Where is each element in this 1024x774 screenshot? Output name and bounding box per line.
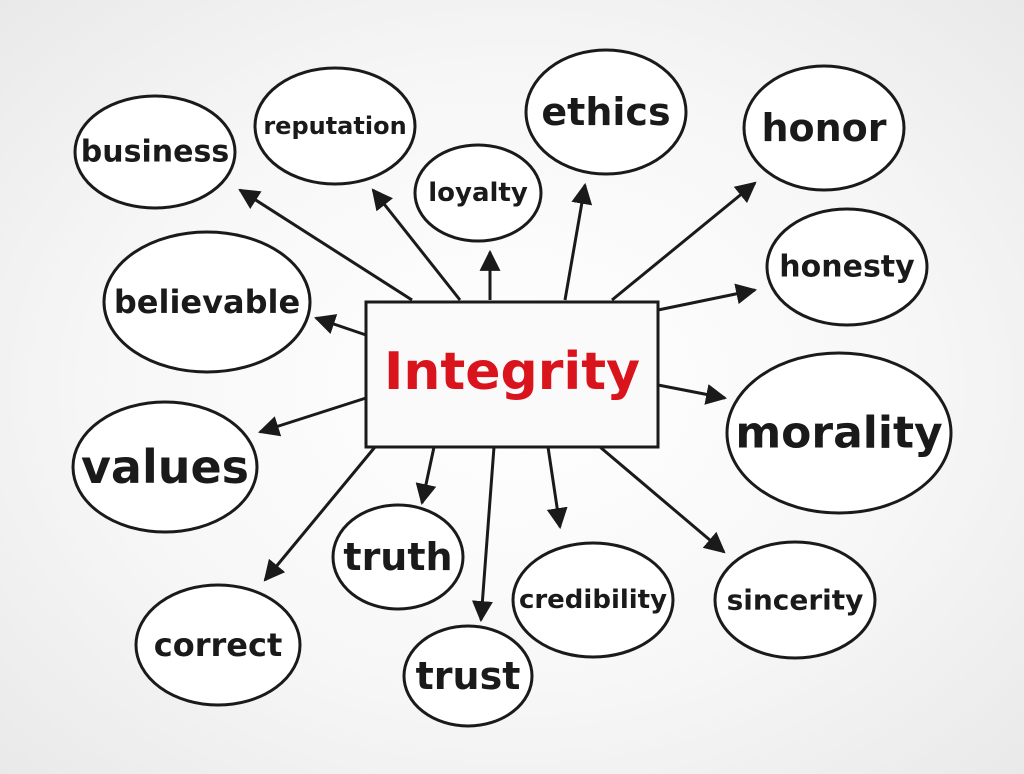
arrow-to-believable [314, 314, 367, 337]
arrow-to-honesty [657, 283, 758, 312]
bubble-outline-credibility [511, 541, 675, 659]
bubble-outline-correct [134, 583, 302, 707]
bubble-outline-honor [742, 64, 906, 192]
bubble-label-values: values [81, 440, 249, 494]
bubble-label-business: business [81, 135, 229, 170]
bubble-outline-believable [102, 230, 312, 374]
central-box [364, 300, 660, 449]
bubble-ethics: ethics [524, 48, 688, 176]
arrow-to-reputation [371, 188, 462, 301]
bubble-label-correct: correct [154, 626, 282, 664]
bubble-label-morality: morality [735, 408, 942, 459]
arrow-to-morality [657, 383, 728, 405]
central-topic-label: Integrity [384, 342, 640, 402]
connector-arrows [238, 181, 758, 623]
bubble-honor: honor [742, 64, 906, 192]
bubble-believable: believable [102, 230, 312, 374]
arrow-to-values [258, 396, 367, 437]
bubble-label-believable: believable [114, 283, 300, 321]
arrow-to-ethics [563, 182, 593, 301]
arrow-to-trust [471, 446, 496, 623]
bubble-label-credibility: credibility [519, 585, 667, 615]
bubble-truth: truth [331, 503, 465, 611]
bubble-outline-values [71, 400, 259, 534]
bubble-correct: correct [134, 583, 302, 707]
bubble-honesty: honesty [765, 207, 929, 327]
bubble-outline-trust [402, 624, 534, 728]
bubble-outline-ethics [524, 48, 688, 176]
bubble-label-sincerity: sincerity [727, 584, 864, 617]
bubble-label-ethics: ethics [541, 90, 670, 134]
bubble-trust: trust [402, 624, 534, 728]
bubble-business: business [73, 94, 237, 210]
bubble-loyalty: loyalty [413, 143, 543, 243]
arrow-to-business [238, 188, 413, 302]
arrow-to-truth [415, 446, 437, 506]
bubble-outline-morality [725, 351, 953, 515]
bubble-sincerity: sincerity [713, 540, 877, 660]
bubble-morality: morality [725, 351, 953, 515]
arrow-to-correct [263, 446, 377, 582]
bubble-credibility: credibility [511, 541, 675, 659]
central-node: Integrity [364, 300, 660, 449]
bubble-label-loyalty: loyalty [428, 178, 528, 208]
bubble-outline-loyalty [413, 143, 543, 243]
arrow-to-honor [611, 181, 757, 302]
bubble-outline-truth [331, 503, 465, 611]
bubble-outline-honesty [765, 207, 929, 327]
bubble-label-honor: honor [761, 106, 886, 150]
bubble-reputation: reputation [253, 66, 417, 186]
bubble-label-honesty: honesty [779, 250, 915, 285]
concept-bubbles: business reputation loyalty ethics honor hone… [71, 48, 953, 728]
bubble-outline-sincerity [713, 540, 877, 660]
bubble-label-trust: trust [416, 654, 521, 698]
bubble-values: values [71, 400, 259, 534]
arrow-to-sincerity [599, 445, 726, 554]
arrow-to-credibility [546, 446, 568, 530]
bubble-label-reputation: reputation [263, 112, 406, 140]
bubble-outline-business [73, 94, 237, 210]
bubble-label-truth: truth [343, 535, 452, 579]
bubble-outline-reputation [253, 66, 417, 186]
